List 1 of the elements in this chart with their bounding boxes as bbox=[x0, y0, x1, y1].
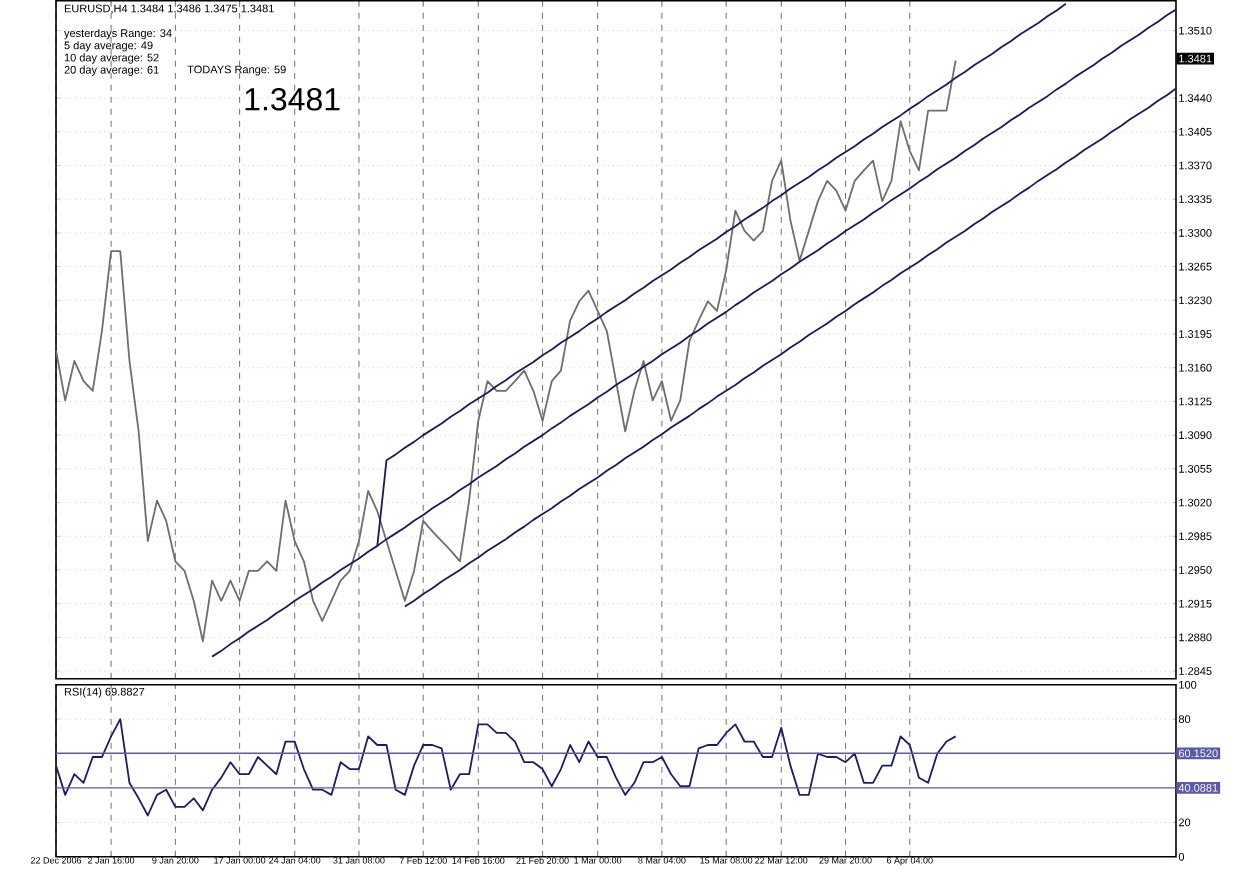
annotation: 1.3481 bbox=[245, 87, 340, 111]
